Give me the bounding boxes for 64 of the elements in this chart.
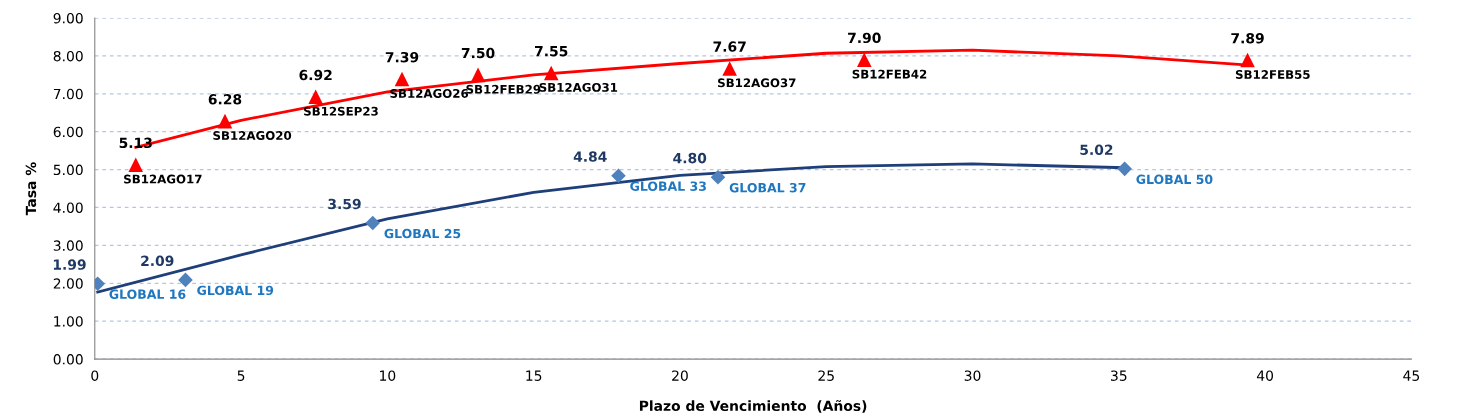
- annotation: SB12AGO37: [718, 78, 796, 88]
- point: [308, 89, 323, 105]
- x-tick-label: 30: [964, 370, 981, 381]
- data-label: 5.13: [119, 137, 152, 149]
- annotation: SB12FEB55: [1235, 70, 1310, 79]
- point: [178, 272, 193, 288]
- annotation: SB12AGO17: [124, 174, 202, 184]
- x-axis-title: Plazo de Vencimiento (Años): [639, 400, 867, 413]
- annotation: GLOBAL 19: [197, 285, 274, 296]
- point: [365, 215, 381, 231]
- annotation: SB12AGO20: [213, 131, 292, 140]
- y-tick-label: 3.00: [53, 240, 83, 251]
- point: [611, 168, 626, 183]
- point: [1240, 52, 1255, 68]
- data-label: 1.99: [53, 259, 86, 270]
- point: [710, 169, 726, 185]
- point: [128, 157, 144, 172]
- data-label: 7.89: [1231, 33, 1264, 44]
- x-tick-label: 20: [672, 370, 688, 381]
- data-label: 6.92: [299, 69, 332, 81]
- point: [217, 113, 233, 129]
- point: [470, 67, 486, 83]
- point: [722, 61, 737, 76]
- data-label: 2.09: [141, 255, 174, 267]
- annotation: GLOBAL 50: [1136, 174, 1213, 185]
- y-tick-label: 0.00: [53, 354, 83, 365]
- x-tick-label: 35: [1111, 370, 1127, 381]
- data-label: 6.28: [208, 94, 242, 105]
- y-tick-label: 2.00: [53, 278, 83, 289]
- x-tick-label: 25: [818, 370, 834, 381]
- annotation: GLOBAL 33: [630, 181, 706, 191]
- data-label: 7.67: [713, 41, 746, 52]
- y-tick-label: 5.00: [53, 164, 83, 176]
- x-tick-label: 45: [1403, 370, 1420, 381]
- x-tick-label: 5: [237, 370, 245, 381]
- annotation: SB12AGO31: [539, 82, 618, 92]
- annotation: SB12FEB42: [852, 69, 927, 79]
- data-label: 7.50: [461, 47, 495, 59]
- y-tick-label: 7.00: [53, 88, 83, 100]
- x-tick-label: 15: [526, 370, 542, 381]
- data-label: 7.90: [848, 32, 881, 44]
- x-tick-label: 40: [1256, 370, 1274, 381]
- y-tick-label: 8.00: [53, 50, 83, 62]
- point: [543, 65, 559, 81]
- y-axis-title: Tasa %: [25, 162, 37, 216]
- annotation: SB12SEP23: [304, 106, 378, 116]
- y-tick-label: 4.00: [53, 202, 83, 213]
- annotation: GLOBAL 25: [384, 228, 461, 239]
- data-label: 4.80: [673, 152, 707, 164]
- point: [856, 52, 872, 67]
- y-tick-label: 9.00: [53, 12, 83, 24]
- point: [394, 71, 410, 87]
- x-tick-label: 10: [380, 370, 396, 381]
- data-label: 4.84: [573, 151, 607, 162]
- y-tick-label: 6.00: [53, 126, 83, 138]
- x-tick-label: 0: [91, 370, 99, 381]
- annotation: GLOBAL 16: [109, 289, 186, 299]
- data-label: 5.02: [1080, 144, 1113, 156]
- data-label: 3.59: [328, 198, 361, 210]
- data-label: 7.55: [535, 46, 568, 57]
- annotation: GLOBAL 37: [729, 182, 806, 193]
- y-tick-label: 1.00: [54, 316, 83, 327]
- data-label: 7.39: [385, 51, 419, 63]
- point: [1117, 161, 1132, 177]
